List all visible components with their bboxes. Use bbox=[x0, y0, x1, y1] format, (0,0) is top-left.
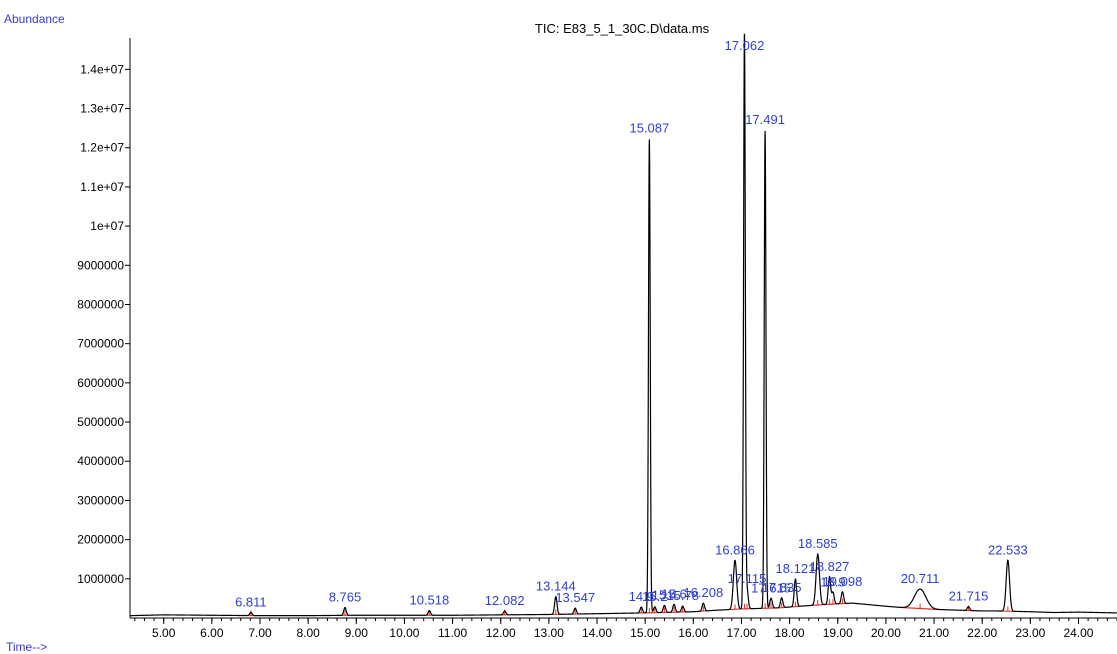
x-tick-label: 22.00 bbox=[967, 626, 997, 640]
x-tick-label: 8.00 bbox=[296, 626, 320, 640]
peak-label: 15.087 bbox=[629, 121, 669, 136]
peak-label: 19.098 bbox=[823, 574, 863, 589]
y-ticks: 1000000 2000000 3000000 4000000 5000000 60000… bbox=[77, 62, 130, 586]
peak-label: 22.533 bbox=[988, 542, 1028, 557]
y-tick-label: 1.2e+07 bbox=[80, 141, 124, 155]
y-tick-label: 1.1e+07 bbox=[80, 180, 124, 194]
peak-label: 8.765 bbox=[329, 590, 362, 605]
y-tick-label: 5000000 bbox=[77, 415, 124, 429]
y-tick-label: 1e+07 bbox=[90, 219, 124, 233]
peak-label: 17.491 bbox=[745, 112, 785, 127]
x-tick-label: 16.00 bbox=[678, 626, 708, 640]
x-tick-label: 13.00 bbox=[534, 626, 564, 640]
axes bbox=[129, 38, 1117, 619]
x-tick-label: 23.00 bbox=[1015, 626, 1045, 640]
x-tick-label: 12.00 bbox=[486, 626, 516, 640]
x-ticks: 5.00 6.00 7.00 8.00 9.00 10.00 11.00 12.00 13.00… bbox=[134, 618, 1117, 640]
peak-label: 12.082 bbox=[485, 593, 525, 608]
x-tick-label: 14.00 bbox=[582, 626, 612, 640]
y-tick-label: 8000000 bbox=[77, 297, 124, 311]
peak-label: 20.711 bbox=[901, 571, 940, 586]
x-tick-label: 17.00 bbox=[726, 626, 756, 640]
peak-label: 18.9 bbox=[820, 574, 845, 589]
y-tick-label: 2000000 bbox=[77, 533, 124, 547]
peak-label: 14.9 bbox=[629, 589, 654, 604]
tic-trace bbox=[129, 33, 1117, 617]
peak-label: 16.866 bbox=[715, 542, 755, 557]
y-tick-label: 7000000 bbox=[77, 337, 124, 351]
x-tick-label: 24.00 bbox=[1063, 626, 1093, 640]
peak-label: 13.144 bbox=[536, 579, 576, 594]
x-tick-label: 15.00 bbox=[630, 626, 660, 640]
peak-label: 6.811 bbox=[235, 594, 267, 609]
y-axis-title: Abundance bbox=[4, 12, 65, 26]
peak-label: 21.715 bbox=[949, 589, 989, 604]
y-tick-label: 4000000 bbox=[77, 454, 124, 468]
x-tick-label: 5.00 bbox=[152, 626, 176, 640]
x-tick-label: 21.00 bbox=[919, 626, 949, 640]
peak-label: 15.78 bbox=[666, 588, 699, 603]
x-axis-title: Time--> bbox=[6, 640, 47, 654]
x-tick-label: 9.00 bbox=[345, 626, 369, 640]
y-tick-label: 1.3e+07 bbox=[80, 102, 124, 116]
peak-label: 10.518 bbox=[409, 593, 449, 608]
y-tick-label: 6000000 bbox=[77, 376, 124, 390]
peak-label: 16.208 bbox=[683, 585, 723, 600]
peak-label: 17.615 bbox=[751, 580, 791, 595]
peak-baseline bbox=[791, 605, 800, 608]
peak-label: 18.121 bbox=[776, 561, 816, 576]
y-tick-label: 3000000 bbox=[77, 493, 124, 507]
y-tick-label: 9000000 bbox=[77, 258, 124, 272]
peak-label: 17.062 bbox=[725, 38, 765, 53]
peak-label: 15.2 bbox=[642, 589, 667, 604]
peak-label: 15.6 bbox=[661, 586, 686, 601]
y-tick-label: 1000000 bbox=[77, 572, 124, 586]
peak-label: 17.115 bbox=[728, 571, 767, 586]
x-tick-label: 18.00 bbox=[775, 626, 805, 640]
x-tick-label: 10.00 bbox=[389, 626, 419, 640]
peak-label: 18.827 bbox=[810, 559, 850, 574]
x-tick-label: 11.00 bbox=[438, 626, 467, 640]
chart-title: TIC: E83_5_1_30C.D\data.ms bbox=[535, 21, 710, 36]
y-tick-label: 1.4e+07 bbox=[80, 62, 124, 76]
x-tick-label: 19.00 bbox=[823, 626, 853, 640]
peak-label: 17.835 bbox=[762, 580, 802, 595]
peak-baseline bbox=[812, 604, 824, 606]
x-tick-label: 6.00 bbox=[200, 626, 224, 640]
peak-label: 13.547 bbox=[555, 590, 595, 605]
peak-label: 15.4 bbox=[652, 587, 677, 602]
peak-label: 18.585 bbox=[798, 536, 838, 551]
x-tick-label: 7.00 bbox=[248, 626, 272, 640]
x-tick-label: 20.00 bbox=[871, 626, 901, 640]
